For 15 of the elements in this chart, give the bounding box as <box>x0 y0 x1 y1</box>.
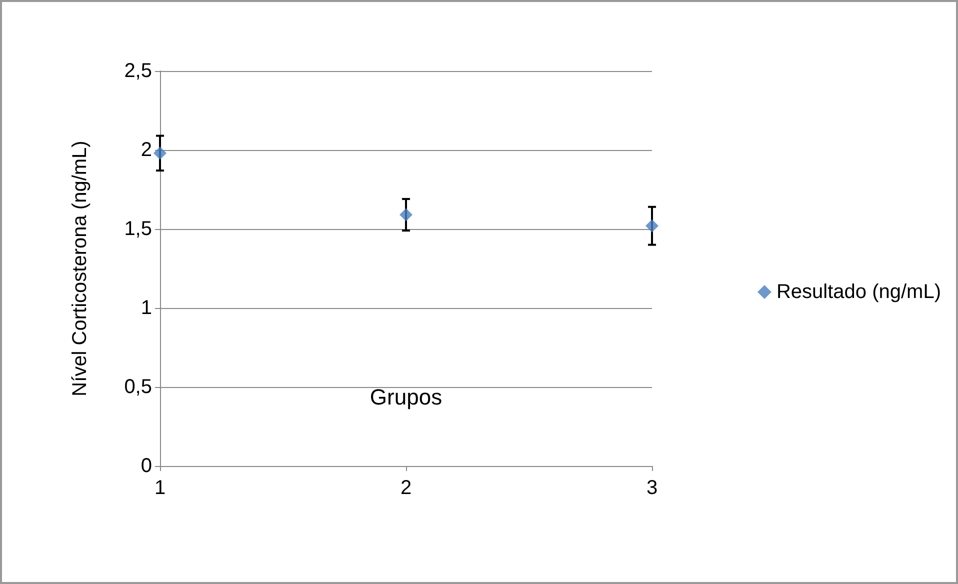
y-axis-title: Nível Corticosterona (ng/mL) <box>69 140 91 396</box>
y-tick-label: 0,5 <box>124 376 152 398</box>
point <box>646 219 658 232</box>
x-tick-label: 3 <box>646 477 658 499</box>
y-tick-label: 2,5 <box>124 60 152 82</box>
y-tick-label: 2 <box>140 139 152 161</box>
y-tick-label: 1,5 <box>124 218 152 240</box>
x-tick-label: 2 <box>400 477 412 499</box>
y-tick-label: 1 <box>140 297 152 319</box>
legend-label: Resultado (ng/mL) <box>776 281 942 303</box>
x-axis-title: Grupos <box>370 384 442 410</box>
x-tick-label: 1 <box>154 477 166 499</box>
y-tick-label: 0 <box>140 455 152 477</box>
point <box>154 146 166 160</box>
point <box>400 208 412 222</box>
